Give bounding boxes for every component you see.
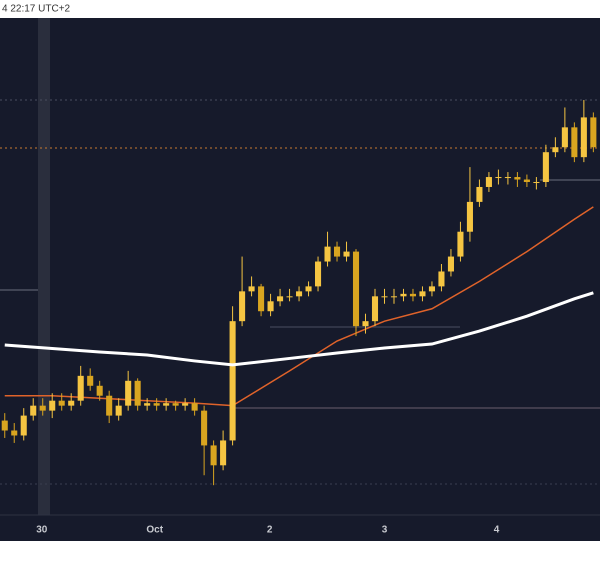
candle-body [68,400,75,406]
candle-body [561,127,568,148]
x-tick-label: 2 [267,525,273,536]
candle-body [267,301,274,312]
candle-body [362,321,369,327]
candle-body [428,286,435,292]
candle-body [390,296,398,298]
candle-body [172,403,179,406]
candle-body [296,291,303,297]
x-tick-label: Oct [146,525,163,536]
candle-body [571,127,578,158]
candle-body [305,286,312,292]
candle-body [125,380,132,406]
candle-body [210,445,217,466]
candle-body [1,420,8,431]
candle-body [324,246,331,262]
candle-body [352,251,360,327]
candle-body [371,296,379,322]
x-axis-bar [0,515,600,541]
candle-body [542,152,549,183]
moving-average [4,291,594,367]
candle-body [153,403,160,406]
candle-body [220,440,227,466]
candle-body [381,296,388,298]
candle-body [447,256,454,272]
header-text: 4 22:17 UTC+2 [2,4,71,15]
candle-body [277,296,284,302]
candle-body [30,405,37,416]
candle-body [400,293,407,297]
candle-body [523,179,530,183]
candle-body [49,400,56,411]
highlight-band [38,18,50,515]
candle-body [96,385,103,396]
candle-body [286,296,293,298]
candle-body [248,286,255,292]
candle-body [87,375,94,386]
candle-body [590,117,597,148]
candle-body [182,403,189,406]
plot-area [0,18,600,515]
x-tick-label: 4 [494,525,500,536]
candle-body [409,293,417,297]
candle-body [333,246,341,257]
candle-body [552,147,559,153]
candle-body [580,117,587,158]
candle-body [229,321,236,441]
candle-body [191,403,198,411]
candle-body [144,403,151,406]
candle-body [419,291,426,297]
candle-body [115,405,122,416]
candle-body [77,375,84,401]
x-tick-label: 3 [382,525,388,536]
candle-body [495,177,502,179]
candle-body [134,380,141,406]
candle-body [239,291,246,322]
candle-body [466,201,473,232]
candle-body [343,251,350,257]
candle-body [315,261,322,287]
candle-body [438,271,445,287]
candle-body [106,395,113,416]
candle-body [58,400,65,406]
candle-body [201,410,208,446]
candle-body [514,177,521,180]
candle-body [163,403,170,406]
candle-body [533,182,540,184]
header-bar [0,0,600,18]
candle-body [457,231,464,257]
x-tick-label: 30 [36,525,48,536]
candle-body [258,286,265,312]
candle-body [476,186,483,202]
candle-body [485,177,492,187]
candle-body [39,405,46,411]
candle-body [504,177,511,179]
candle-body [11,430,18,436]
candle-body [20,415,27,436]
